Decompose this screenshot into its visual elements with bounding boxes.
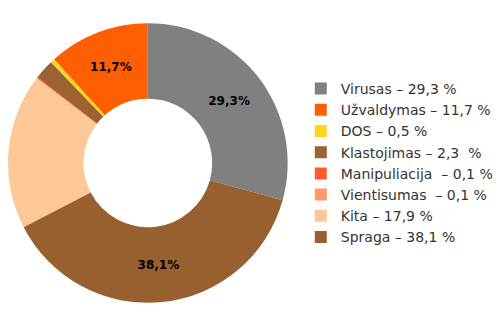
svg-text:Manipuliacija – 0,1 %: Manipuliacija – 0,1 % bbox=[341, 166, 493, 182]
svg-text:Kita – 17,9 %: Kita – 17,9 % bbox=[341, 208, 433, 224]
svg-text:38,1%: 38,1% bbox=[138, 258, 180, 272]
svg-text:11,7%: 11,7% bbox=[90, 60, 132, 74]
svg-text:Virusas – 29,3 %: Virusas – 29,3 % bbox=[341, 81, 457, 97]
svg-text:DOS – 0,5 %: DOS – 0,5 % bbox=[341, 123, 428, 139]
svg-text:Spraga – 38,1 %: Spraga – 38,1 % bbox=[341, 229, 455, 245]
svg-text:Klastojimas – 2,3 %: Klastojimas – 2,3 % bbox=[341, 145, 482, 161]
svg-text:29,3%: 29,3% bbox=[208, 94, 250, 108]
svg-text:Užvaldymas – 11,7 %: Užvaldymas – 11,7 % bbox=[341, 102, 491, 118]
svg-text:Vientisumas – 0,1 %: Vientisumas – 0,1 % bbox=[341, 187, 487, 203]
